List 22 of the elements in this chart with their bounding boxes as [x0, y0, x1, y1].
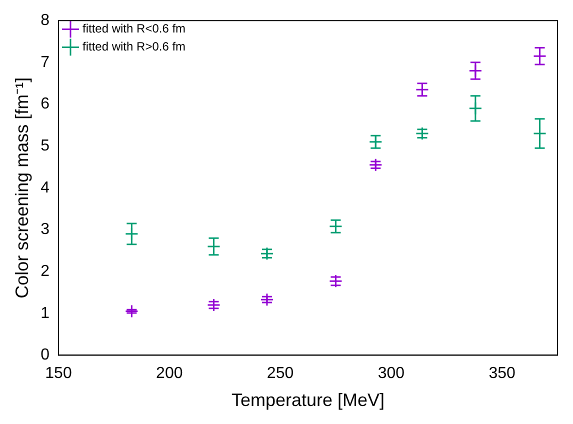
y-tick-label: 6	[40, 96, 50, 113]
y-tick-label: 3	[40, 221, 50, 238]
x-tick-label: 150	[45, 365, 72, 382]
y-tick-label: 7	[40, 54, 50, 71]
point	[206, 298, 220, 312]
x-axis-title: Temperature [MeV]	[231, 390, 385, 410]
legend-label: fitted with R<0.6 fm	[82, 22, 186, 36]
y-tick-label: 8	[40, 12, 50, 30]
y-tick-label: 4	[40, 179, 50, 196]
x-tick-label: 350	[488, 365, 516, 382]
y-tick-label: 5	[40, 137, 50, 154]
x-tick-label: 250	[266, 365, 294, 382]
y-axis-title: Color screening mass [fm⁻¹]	[12, 77, 32, 298]
legend-label: fitted with R>0.6 fm	[82, 40, 186, 54]
point	[124, 304, 138, 318]
y-tick-label: 0	[40, 346, 50, 364]
x-tick-label: 300	[378, 365, 405, 382]
y-tick-label: 1	[40, 304, 50, 322]
y-tick-label: 2	[40, 262, 50, 280]
point	[260, 292, 274, 306]
point	[368, 158, 382, 172]
x-tick-label: 200	[156, 365, 183, 382]
